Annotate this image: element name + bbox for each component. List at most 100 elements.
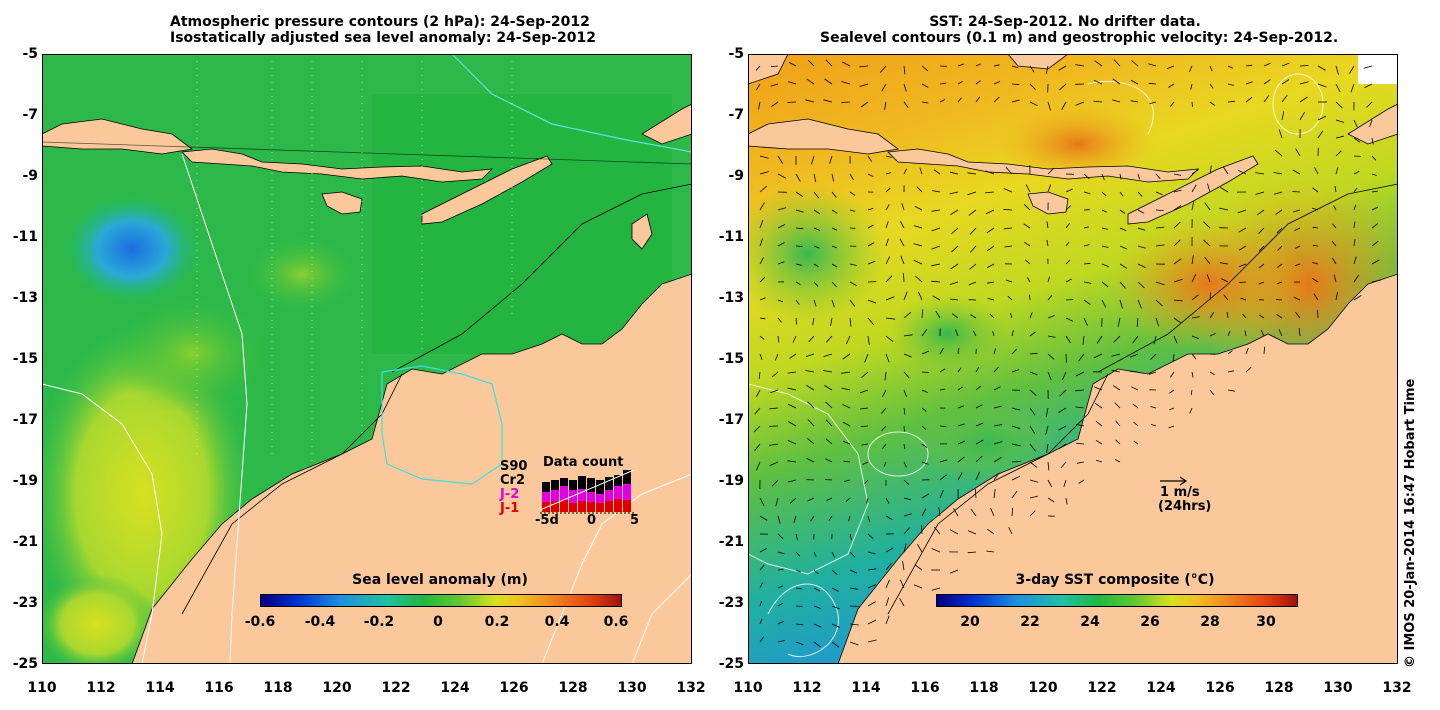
velocity-scale-arrow <box>1160 476 1188 486</box>
velocity-arrow <box>831 191 837 198</box>
velocity-arrow <box>1113 335 1121 343</box>
velocity-arrow <box>916 186 923 193</box>
velocity-arrow <box>866 497 869 504</box>
y-tick-label: -25 <box>12 656 38 672</box>
x-tick-label: 116 <box>910 680 940 696</box>
velocity-arrow <box>1353 238 1356 247</box>
velocity-arrow <box>754 443 761 452</box>
velocity-arrow <box>806 385 815 391</box>
velocity-arrow <box>759 497 765 506</box>
velocity-arrow <box>813 173 817 183</box>
velocity-arrow <box>903 168 907 175</box>
velocity-arrow <box>777 533 784 540</box>
velocity-arrow <box>1353 187 1358 193</box>
velocity-arrow <box>932 295 941 301</box>
velocity-arrow <box>1314 167 1319 175</box>
velocity-arrow <box>769 461 779 466</box>
velocity-arrow <box>1227 370 1235 373</box>
velocity-arrow <box>1335 291 1338 301</box>
velocity-arrow <box>957 348 960 355</box>
x-tick-label: 124 <box>440 680 470 696</box>
velocity-arrow <box>1023 223 1031 229</box>
velocity-arrow <box>1137 173 1140 180</box>
velocity-arrow <box>1155 244 1165 247</box>
velocity-arrow <box>1065 259 1071 265</box>
y-tick-label: -23 <box>12 595 38 611</box>
velocity-arrow <box>975 439 984 445</box>
velocity-arrow <box>921 329 928 337</box>
velocity-arrow <box>849 623 859 626</box>
velocity-arrow <box>1130 79 1139 85</box>
datacount-axis-end: 5 <box>630 513 640 528</box>
velocity-arrow <box>845 335 851 345</box>
velocity-arrow <box>1168 425 1175 429</box>
velocity-arrow <box>813 551 817 557</box>
velocity-arrow <box>1101 173 1105 181</box>
velocity-arrow <box>1349 65 1355 74</box>
right-title-line1: SST: 24-Sep-2012. No drifter data. <box>929 14 1201 30</box>
velocity-arrow <box>828 515 833 521</box>
velocity-arrow <box>953 508 959 517</box>
y-tick-label: -17 <box>718 412 744 428</box>
velocity-arrow <box>1148 82 1157 85</box>
velocity-arrow <box>867 639 877 643</box>
velocity-arrow <box>1155 209 1164 211</box>
velocity-arrow <box>1317 65 1326 71</box>
velocity-arrow <box>867 207 874 211</box>
velocity-arrow <box>1083 281 1092 284</box>
velocity-arrow <box>914 564 923 571</box>
velocity-arrow <box>1101 281 1109 288</box>
velocity-arrow <box>867 317 875 326</box>
velocity-arrow <box>1244 330 1247 337</box>
velocity-arrow <box>777 620 785 625</box>
velocity-arrow <box>860 101 869 108</box>
velocity-arrow <box>1206 274 1211 283</box>
velocity-arrow <box>1371 173 1377 176</box>
velocity-arrow <box>1026 277 1031 283</box>
velocity-arrow <box>975 96 981 103</box>
velocity-arrow <box>900 579 905 589</box>
velocity-arrow <box>777 224 786 229</box>
velocity-arrow <box>1059 83 1067 91</box>
bali-lombok-islands-sst <box>887 148 1200 183</box>
x-tick-label: 114 <box>145 680 175 696</box>
velocity-arrow <box>881 407 887 414</box>
x-tick-label: 110 <box>733 680 763 696</box>
north-islands-sst <box>1347 103 1398 145</box>
velocity-arrow <box>1065 335 1071 344</box>
velocity-arrow <box>967 551 977 554</box>
velocity-arrow <box>1011 490 1018 499</box>
velocity-arrow <box>1114 402 1121 409</box>
right-title: SST: 24-Sep-2012. No drifter data. Seale… <box>820 14 1338 46</box>
velocity-arrow <box>813 209 821 215</box>
velocity-arrow <box>1093 100 1103 103</box>
right-cbar-tick-1: 22 <box>1020 614 1040 630</box>
velocity-arrow <box>842 440 851 445</box>
velocity-arrow <box>1025 259 1031 265</box>
left-title: Atmospheric pressure contours (2 hPa): 2… <box>170 14 596 46</box>
velocity-arrow <box>813 641 821 648</box>
velocity-arrow <box>758 101 761 110</box>
velocity-arrow <box>774 353 779 361</box>
y-tick-label: -19 <box>12 473 38 489</box>
x-tick-label: 112 <box>86 680 116 696</box>
velocity-arrow <box>841 387 851 391</box>
datacount-histogram <box>540 470 635 514</box>
velocity-arrow <box>1227 83 1235 86</box>
velocity-arrow <box>1278 329 1283 337</box>
velocity-arrow <box>970 314 977 319</box>
velocity-arrow <box>1155 281 1165 286</box>
velocity-arrow <box>1335 150 1342 157</box>
velocity-arrow <box>1293 296 1301 301</box>
velocity-arrow <box>756 389 761 397</box>
velocity-arrow <box>1045 407 1049 417</box>
velocity-arrow <box>1191 316 1200 319</box>
velocity-arrow <box>1046 239 1049 247</box>
velocity-arrow <box>771 371 779 378</box>
velocity-arrow <box>1093 353 1103 359</box>
velocity-arrow <box>1245 347 1249 355</box>
velocity-arrow <box>1190 389 1193 396</box>
velocity-arrow <box>777 585 783 589</box>
velocity-arrow <box>795 299 800 305</box>
velocity-arrow <box>1119 173 1122 180</box>
